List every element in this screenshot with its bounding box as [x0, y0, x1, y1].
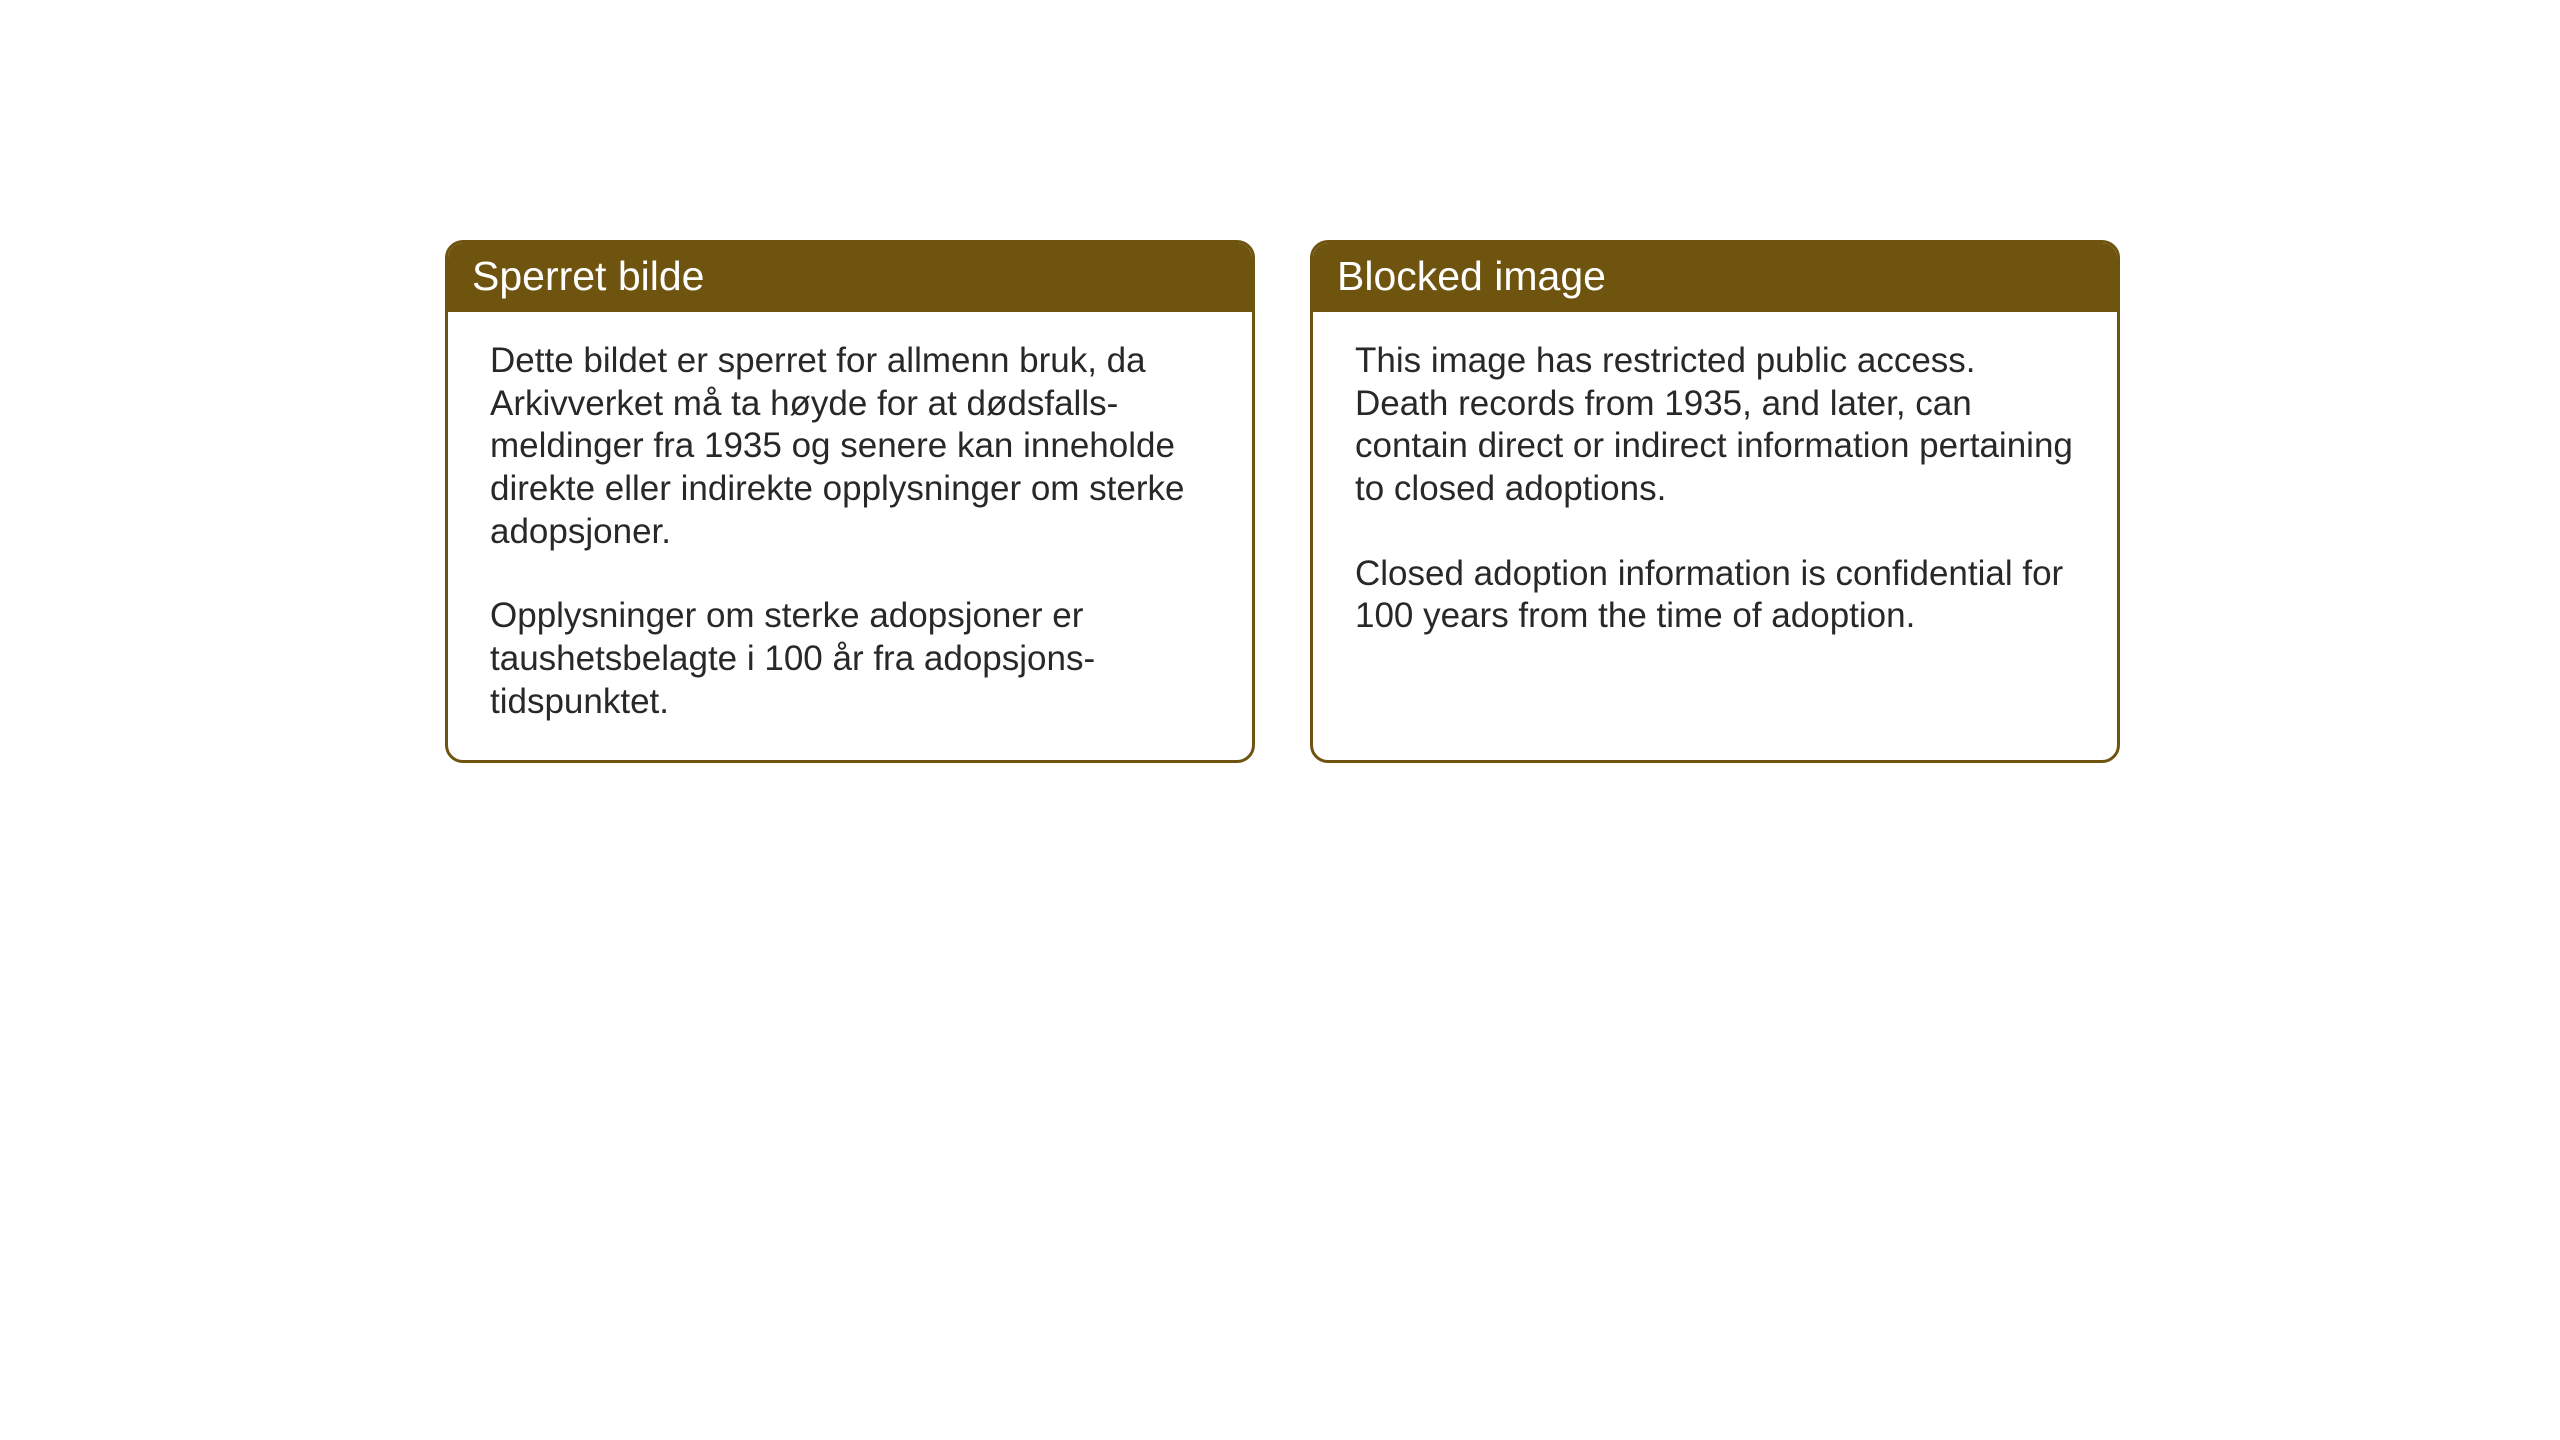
card-paragraph-2-norwegian: Opplysninger om sterke adopsjoner er tau… — [490, 595, 1210, 723]
card-header-norwegian: Sperret bilde — [448, 243, 1252, 312]
card-english: Blocked image This image has restricted … — [1310, 240, 2120, 763]
card-paragraph-1-norwegian: Dette bildet er sperret for allmenn bruk… — [490, 340, 1210, 553]
card-paragraph-1-english: This image has restricted public access.… — [1355, 340, 2075, 511]
cards-container: Sperret bilde Dette bildet er sperret fo… — [445, 240, 2120, 763]
card-header-english: Blocked image — [1313, 243, 2117, 312]
card-paragraph-2-english: Closed adoption information is confident… — [1355, 553, 2075, 638]
card-norwegian: Sperret bilde Dette bildet er sperret fo… — [445, 240, 1255, 763]
card-body-english: This image has restricted public access.… — [1313, 312, 2117, 674]
card-body-norwegian: Dette bildet er sperret for allmenn bruk… — [448, 312, 1252, 760]
